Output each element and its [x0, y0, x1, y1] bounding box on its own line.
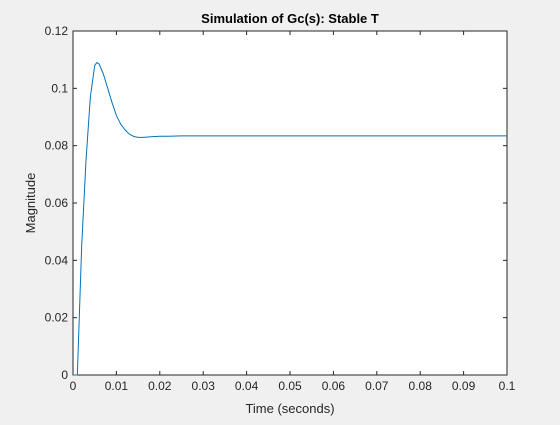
- y-tick-label: 0.02: [45, 311, 69, 325]
- x-tick-label: 0.06: [322, 379, 346, 393]
- y-tick-label: 0.06: [45, 196, 69, 210]
- x-tick-label: 0.07: [365, 379, 389, 393]
- y-tick-label: 0.1: [51, 81, 68, 95]
- x-tick-label: 0.09: [452, 379, 476, 393]
- x-tick-label: 0.03: [192, 379, 216, 393]
- plot-area: [72, 30, 508, 376]
- x-tick-label: 0.02: [148, 379, 172, 393]
- x-tick-label: 0.08: [409, 379, 433, 393]
- chart-title: Simulation of Gc(s): Stable T: [201, 11, 379, 26]
- x-tick-label: 0.05: [278, 379, 302, 393]
- x-tick-label: 0.01: [105, 379, 129, 393]
- series-line: [73, 62, 507, 376]
- y-axis-label: Magnitude: [23, 173, 38, 234]
- tick-labels: 0 0.01 0.02 0.03 0.04 0.05 0.06 0.07 0.08 0.09 0.1…: [45, 24, 516, 393]
- x-axis-label: Time (seconds): [245, 401, 334, 416]
- x-tick-label: 0: [70, 379, 77, 393]
- x-tick-label: 0.04: [235, 379, 259, 393]
- y-tick-label: 0.04: [45, 253, 69, 267]
- x-tick-label: 0.1: [499, 379, 516, 393]
- y-tick-label: 0.12: [45, 24, 69, 38]
- y-tick-label: 0.08: [45, 139, 69, 153]
- y-tick-label: 0: [61, 368, 68, 382]
- series-lines: [73, 62, 507, 376]
